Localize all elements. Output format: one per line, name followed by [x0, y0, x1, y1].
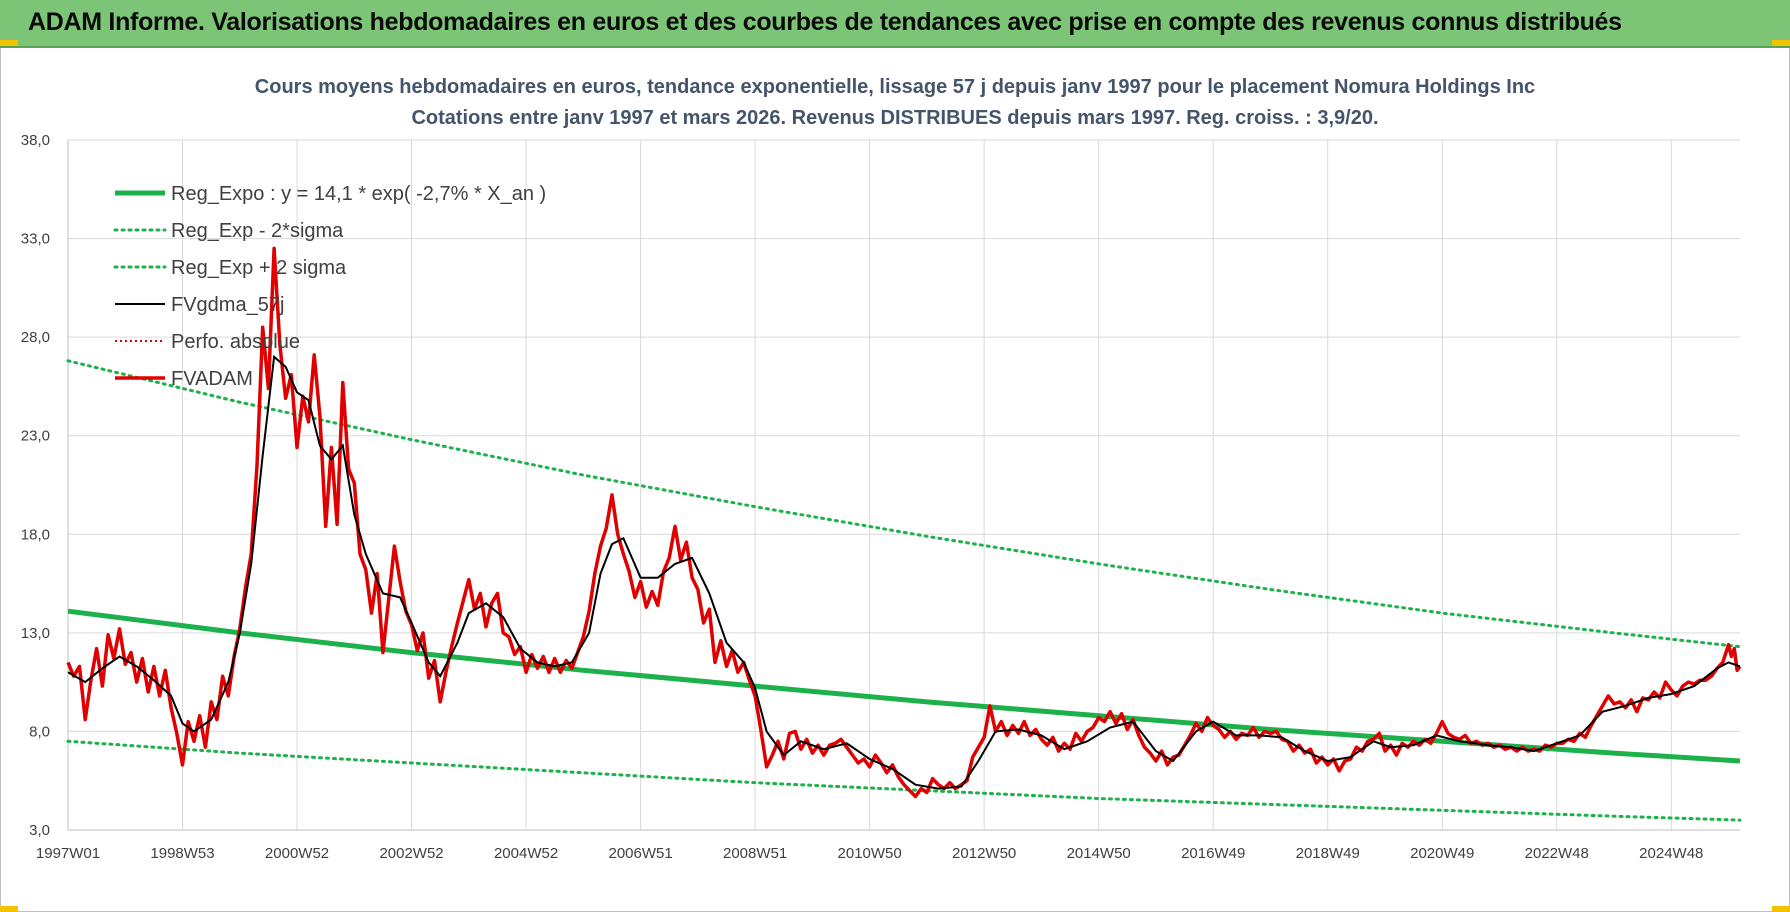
- y-tick-label: 28,0: [21, 329, 50, 346]
- chart-title: Cours moyens hebdomadaires en euros, ten…: [255, 76, 1535, 98]
- x-tick-label: 1997W01: [36, 845, 100, 862]
- series-line-fvgdma-57j: [67, 354, 1741, 790]
- y-tick-label: 18,0: [21, 526, 50, 543]
- corner-mark-bottom-left: [0, 906, 18, 912]
- x-tick-label: 2006W51: [608, 845, 672, 862]
- y-tick-label: 38,0: [21, 132, 50, 149]
- y-tick-label: 13,0: [21, 625, 50, 642]
- chart-legend[interactable]: Reg_Expo : y = 14,1 * exp( -2,7% * X_an …: [113, 183, 546, 390]
- chart-grid: [67, 139, 1740, 831]
- y-tick-label: 3,0: [29, 822, 50, 839]
- y-tick-label: 33,0: [21, 231, 50, 248]
- report-banner: ADAM Informe. Valorisations hebdomadaire…: [0, 0, 1790, 48]
- chart-series: [66, 246, 1742, 822]
- series-line-fvadam: [66, 246, 1742, 799]
- legend-label-fvadam[interactable]: FVADAM: [171, 368, 253, 390]
- chart-subtitle: Cotations entre janv 1997 et mars 2026. …: [411, 107, 1378, 129]
- legend-label-perfo-absolue[interactable]: Perfo. absolue: [171, 331, 300, 353]
- x-tick-label: 2010W50: [838, 845, 902, 862]
- legend-label-fvgdma-57j[interactable]: FVgdma_57j: [171, 294, 284, 316]
- series-line-reg-exp-2-sigma: [66, 359, 1742, 649]
- x-tick-label: 2016W49: [1181, 845, 1245, 862]
- corner-mark-top-right: [1772, 40, 1790, 46]
- x-tick-label: 2002W52: [379, 845, 443, 862]
- chart-ticks: 3,0 8,0 13,0 18,0 23,0 28,0 33,0 38,0 1997W01 199…: [21, 132, 1704, 862]
- series-line-reg-expo-y-14-1-exp-2-7-x-an: [67, 608, 1741, 764]
- x-tick-label: 1998W53: [150, 845, 214, 862]
- legend-label-reg-expo-y-14-1-exp-2-7-x-an[interactable]: Reg_Expo : y = 14,1 * exp( -2,7% * X_an …: [171, 183, 546, 205]
- x-tick-label: 2024W48: [1639, 845, 1703, 862]
- banner-title: ADAM Informe. Valorisations hebdomadaire…: [28, 8, 1622, 36]
- legend-label-reg-exp-2-sigma[interactable]: Reg_Exp - 2*sigma: [171, 220, 344, 242]
- x-tick-label: 2012W50: [952, 845, 1016, 862]
- x-tick-label: 2014W50: [1067, 845, 1131, 862]
- x-tick-label: 2022W48: [1525, 845, 1589, 862]
- series-line-reg-exp-2-sigma: [66, 739, 1742, 822]
- x-tick-label: 2004W52: [494, 845, 558, 862]
- corner-mark-bottom-right: [1772, 906, 1790, 912]
- x-tick-label: 2018W49: [1296, 845, 1360, 862]
- x-tick-label: 2008W51: [723, 845, 787, 862]
- x-tick-label: 2000W52: [265, 845, 329, 862]
- legend-label-reg-exp-2-sigma[interactable]: Reg_Exp + 2 sigma: [171, 257, 347, 279]
- y-tick-label: 23,0: [21, 428, 50, 445]
- x-tick-label: 2020W49: [1410, 845, 1474, 862]
- y-tick-label: 8,0: [29, 723, 50, 740]
- corner-mark-top-left: [0, 40, 18, 46]
